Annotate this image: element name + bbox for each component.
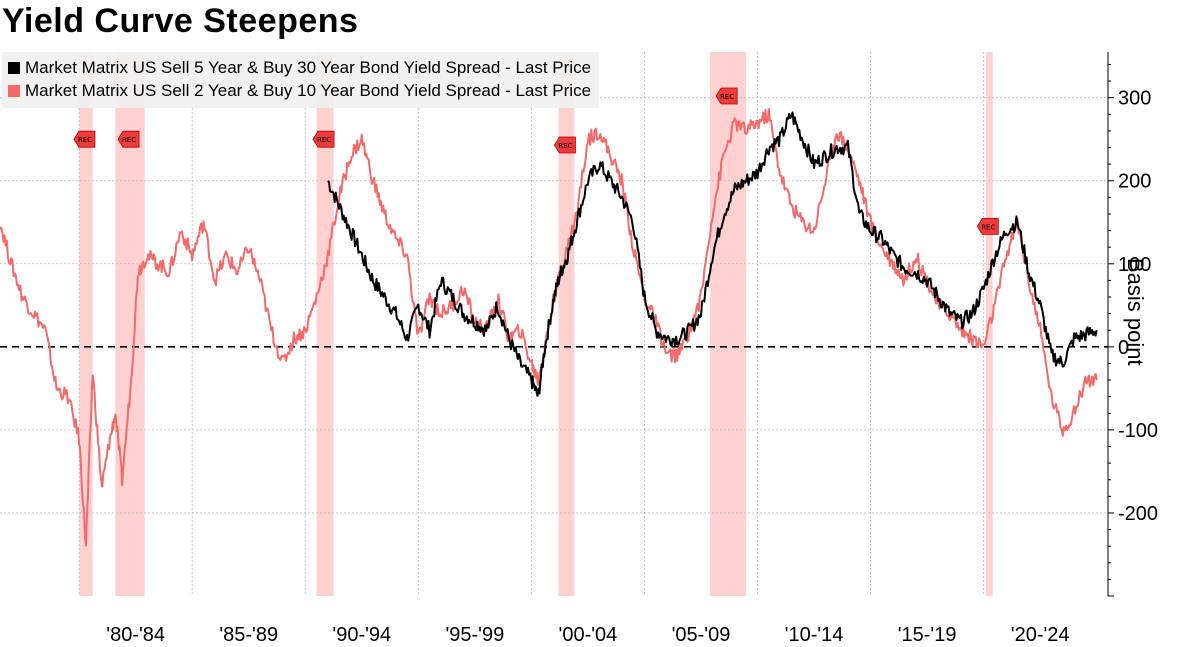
x-axis-labels: '80-'84 '85-'89 '90-'94 '95-'99 '00-'04 '05-'… xyxy=(106,624,1069,646)
y-tick-label: 300 xyxy=(1118,88,1151,110)
x-tick-label: '90-'94 xyxy=(332,624,391,646)
rec-marker-3: REC xyxy=(553,136,576,154)
x-tick-label: '20-'24 xyxy=(1011,624,1070,646)
rec-marker-shape xyxy=(312,130,335,148)
x-tick-label: '85-'89 xyxy=(219,624,278,646)
x-tick-label: '00-'04 xyxy=(559,624,618,646)
gridlines xyxy=(0,52,1108,596)
rec-marker-shape xyxy=(976,218,999,235)
rec-marker-shape xyxy=(117,130,140,148)
rec-marker-label: REC xyxy=(317,136,331,144)
rec-marker-5: REC xyxy=(976,218,999,235)
recession-band-4 xyxy=(710,52,747,596)
rec-marker-label: REC xyxy=(981,223,995,231)
rec-marker-label: REC xyxy=(558,142,572,150)
rec-marker-0: REC xyxy=(73,130,96,148)
rec-marker-1: REC xyxy=(117,130,140,148)
legend-item-2s10s: Market Matrix US Sell 2 Year & Buy 10 Ye… xyxy=(8,79,591,102)
rec-marker-shape xyxy=(553,136,576,154)
x-tick-label: '05-'09 xyxy=(672,624,731,646)
y-tick-label: 0 xyxy=(1118,337,1129,359)
x-tick-label: '15-'19 xyxy=(898,624,957,646)
series-lines xyxy=(0,108,1098,547)
legend-swatch-red xyxy=(8,84,20,97)
y-tick-label: -100 xyxy=(1118,420,1158,442)
y-axis: 300 200 100 0 -100 -200 xyxy=(1107,52,1158,597)
legend-label-2s10s: Market Matrix US Sell 2 Year & Buy 10 Ye… xyxy=(25,81,592,100)
legend-item-5s30s: Market Matrix US Sell 5 Year & Buy 30 Ye… xyxy=(8,56,591,79)
rec-marker-2: REC xyxy=(312,130,335,148)
rec-marker-label: REC xyxy=(720,93,734,101)
y-tick-label: 100 xyxy=(1118,254,1151,276)
series-line-2s10s xyxy=(0,108,1098,547)
x-tick-label: '10-'14 xyxy=(785,624,844,646)
y-tick-label: -200 xyxy=(1118,503,1158,525)
legend: Market Matrix US Sell 5 Year & Buy 30 Ye… xyxy=(2,52,600,108)
rec-marker-label: REC xyxy=(122,136,136,144)
recession-bands xyxy=(79,52,993,596)
x-tick-label: '95-'99 xyxy=(445,624,504,646)
recession-markers: REC REC REC REC REC REC xyxy=(73,87,999,235)
recession-band-3 xyxy=(558,52,575,596)
rec-marker-shape xyxy=(73,130,96,148)
rec-marker-4: REC xyxy=(715,87,738,105)
series-line-5s30s xyxy=(327,111,1098,397)
legend-swatch-black xyxy=(8,61,20,74)
rec-marker-shape xyxy=(715,87,738,105)
rec-marker-label: REC xyxy=(78,136,92,144)
y-axis-title: Basis point xyxy=(1123,258,1148,366)
chart-title: Yield Curve Steepens xyxy=(2,2,359,40)
legend-label-5s30s: Market Matrix US Sell 5 Year & Buy 30 Ye… xyxy=(25,58,592,77)
y-tick-label: 200 xyxy=(1118,171,1151,193)
x-tick-label: '80-'84 xyxy=(106,624,165,646)
